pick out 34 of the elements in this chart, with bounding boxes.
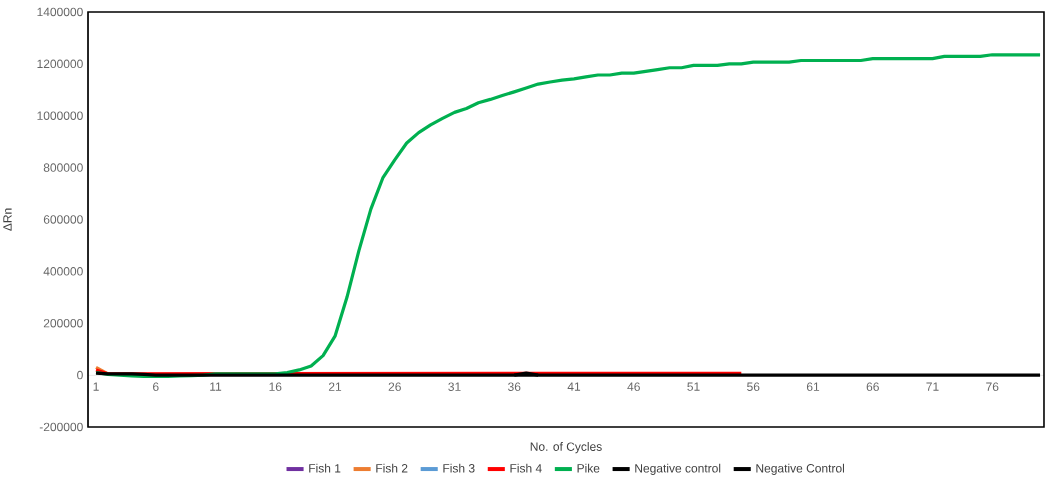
x-tick-label: 51	[687, 382, 700, 391]
y-tick-label: 0	[77, 370, 83, 380]
x-tick-label: 6	[153, 382, 159, 391]
x-tick-label: 71	[926, 382, 939, 391]
legend-label: Negative control	[635, 463, 721, 475]
x-axis-title: No. of Cycles	[530, 442, 602, 454]
legend-label: Fish 2	[376, 463, 408, 473]
y-tick-label: 1200000	[37, 59, 83, 69]
y-tick-label: 800000	[43, 163, 83, 172]
legend-label: Fish 3	[443, 463, 475, 473]
y-tick-label: 200000	[43, 318, 83, 328]
x-tick-label: 76	[986, 382, 999, 391]
y-tick-label: 600000	[43, 215, 83, 224]
legend-label: Negative Control	[756, 463, 844, 475]
x-tick-label: 46	[627, 382, 640, 391]
x-tick-label: 1	[93, 382, 99, 391]
y-tick-label: -200000	[39, 422, 83, 432]
x-tick-label: 36	[508, 382, 521, 391]
x-tick-label: 11	[210, 382, 222, 391]
x-tick-label: 21	[328, 382, 342, 391]
x-tick-label: 66	[866, 382, 879, 391]
x-tick-label: 56	[747, 382, 760, 391]
x-tick-label: 41	[567, 382, 581, 391]
y-tick-label: 1400000	[37, 7, 83, 17]
x-tick-label: 26	[388, 382, 401, 391]
x-tick-label: 31	[448, 382, 461, 391]
y-tick-label: 400000	[43, 267, 83, 276]
legend-label: Fish 1	[309, 463, 341, 473]
x-tick-label: 61	[806, 382, 820, 391]
legend-label: Pike	[577, 463, 600, 473]
legend-label: Fish 4	[510, 463, 542, 473]
y-tick-label: 1000000	[37, 111, 83, 120]
x-tick-label: 16	[269, 382, 282, 391]
y-axis-title: ΔRn	[3, 208, 12, 231]
